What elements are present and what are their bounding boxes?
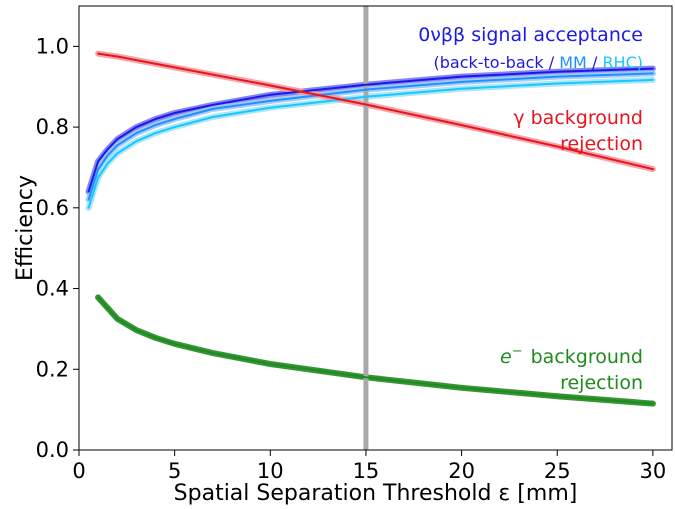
y-axis-label: Efficiency [13, 175, 38, 281]
legend-back-to-back: (back-to-back / [433, 53, 554, 72]
x-tick-label: 25 [544, 459, 571, 483]
e-background-rejection-line [97, 296, 654, 405]
legend-slash: / [592, 53, 598, 72]
x-tick-label: 30 [640, 459, 667, 483]
signal-acceptance-title: 0νββ signal acceptance [418, 24, 643, 46]
rhc-line [87, 78, 654, 209]
electron-charge: − [512, 344, 523, 359]
y-tick-label: 0.2 [36, 357, 69, 381]
legend-rhc: RHC) [602, 53, 643, 72]
gamma-rejection-label-line1: γ background [513, 107, 643, 129]
y-tick-label: 1.0 [36, 34, 69, 58]
y-tick-label: 0.4 [36, 277, 69, 301]
electron-background-text: background [531, 346, 643, 368]
x-tick-label: 20 [448, 459, 475, 483]
x-tick-label: 0 [72, 459, 85, 483]
x-tick-label: 5 [168, 459, 181, 483]
back-to-back-line [87, 67, 654, 193]
x-tick-label: 15 [353, 459, 380, 483]
legend-mm: MM [559, 53, 587, 72]
mm-line [87, 72, 654, 201]
signal-title-text: 0νββ signal acceptance [418, 24, 643, 46]
x-axis-ticks: 0 5 10 15 20 25 30 [72, 450, 666, 483]
electron-rejection-label-line1: e− background [500, 344, 643, 368]
y-tick-label: 0.8 [36, 115, 69, 139]
electron-symbol: e [500, 346, 512, 368]
series-lines [87, 52, 654, 405]
y-axis-ticks: 0.0 0.2 0.4 0.6 0.8 1.0 [36, 34, 79, 462]
x-axis-label: Spatial Separation Threshold ε [mm] [174, 481, 578, 506]
gamma-rejection-label-line2: rejection [560, 133, 643, 155]
background-rejection-line [97, 52, 654, 171]
signal-acceptance-legend: (back-to-back / MM / RHC) [433, 53, 643, 72]
y-tick-label: 0.6 [36, 196, 69, 220]
x-tick-label: 10 [257, 459, 284, 483]
electron-rejection-label-line2: rejection [560, 372, 643, 394]
y-tick-label: 0.0 [36, 438, 69, 462]
plot-frame [78, 5, 673, 451]
